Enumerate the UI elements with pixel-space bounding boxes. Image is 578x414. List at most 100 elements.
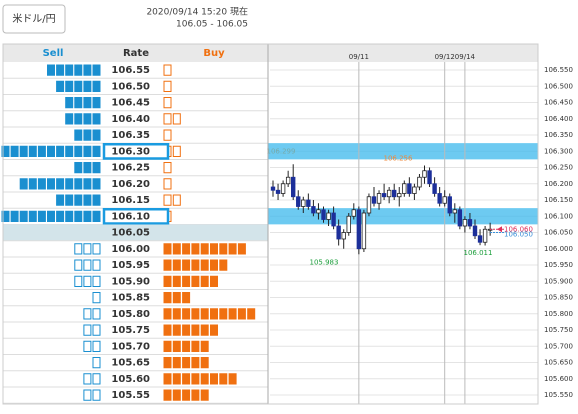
rate: 106.05 — [111, 228, 150, 239]
candle-body — [432, 183, 437, 194]
rate: 105.55 — [111, 390, 150, 401]
buy-box — [163, 275, 172, 287]
buy-bar — [163, 373, 237, 385]
sell-box — [92, 340, 101, 352]
buy-box — [172, 145, 181, 157]
buy-box — [163, 162, 172, 174]
sell-box — [28, 178, 37, 190]
date-label: 09/12 — [435, 53, 455, 61]
buy-box — [191, 259, 200, 271]
buy-box — [163, 113, 172, 125]
sell-bar — [83, 373, 101, 385]
pair-button[interactable] — [2, 4, 66, 34]
buy-box — [163, 97, 172, 109]
buy-box — [191, 340, 200, 352]
buy-box — [172, 113, 181, 125]
sell-box — [47, 210, 55, 222]
sell-box — [92, 162, 101, 174]
candle-body — [397, 193, 402, 198]
buy-box — [172, 292, 181, 304]
sell-box — [74, 80, 83, 92]
price-annotation: 106.011 — [464, 249, 493, 257]
candle-body — [331, 212, 336, 227]
candle-body — [472, 225, 478, 237]
y-tick-label: 106.200 — [544, 180, 573, 188]
y-tick-label: 105.900 — [544, 277, 573, 285]
sell-bar — [1, 145, 101, 157]
header-row — [3, 44, 538, 62]
buy-box — [172, 324, 181, 336]
sell-bar — [74, 243, 101, 255]
y-tick-label: 105.650 — [544, 359, 573, 367]
buy-box — [163, 243, 172, 255]
buy-box — [219, 308, 228, 320]
y-tick-label: 105.600 — [544, 375, 573, 383]
candle-body — [351, 209, 356, 217]
buy-box — [210, 324, 218, 336]
candle-body — [422, 170, 427, 178]
sell-bar — [65, 97, 101, 109]
buy-box — [228, 243, 237, 255]
candle-body — [386, 189, 392, 198]
candle-body — [391, 189, 397, 198]
buy-bar — [163, 178, 172, 190]
y-tick-label: 106.450 — [544, 99, 573, 107]
buy-box — [191, 357, 200, 369]
sell-box — [74, 178, 83, 190]
sell-box — [83, 389, 92, 401]
sell-bar — [83, 340, 101, 352]
buy-box — [219, 259, 228, 271]
sell-box — [92, 97, 101, 109]
timestamp: 2020/09/14 15:20 現在 — [146, 6, 248, 18]
bid-marker — [497, 226, 502, 233]
buy-box — [182, 243, 191, 255]
candle-body — [467, 219, 473, 227]
buy-box — [163, 64, 172, 76]
buy-box — [210, 275, 218, 287]
rate: 105.65 — [111, 358, 150, 369]
sell-box — [65, 113, 74, 125]
candle-body — [442, 196, 447, 204]
y-tick-label: 106.350 — [544, 131, 573, 139]
buy-box — [200, 389, 209, 401]
buy-box — [163, 194, 172, 206]
buy-bar — [163, 340, 209, 352]
candle-body — [306, 199, 311, 207]
rate: 105.70 — [111, 341, 150, 352]
sell-box — [83, 162, 92, 174]
sell-box — [74, 64, 83, 76]
y-tick-label: 106.500 — [544, 82, 573, 90]
candle-body — [452, 209, 457, 214]
sell-box — [56, 145, 65, 157]
buy-bar — [163, 194, 181, 206]
sell-box — [74, 243, 83, 255]
buy-box — [182, 357, 191, 369]
sell-box — [83, 194, 92, 206]
y-tick-label: 106.100 — [544, 212, 573, 220]
sell-box — [47, 178, 55, 190]
sell-bar — [83, 308, 101, 320]
buy-bar — [163, 292, 191, 304]
pair-button-label[interactable]: 米ドル/円 — [12, 12, 55, 25]
buy-bar — [163, 324, 218, 336]
sell-box — [56, 178, 65, 190]
buy-box — [182, 275, 191, 287]
buy-box — [182, 324, 191, 336]
candle-body — [270, 186, 276, 191]
buy-box — [191, 308, 200, 320]
buy-box — [172, 373, 181, 385]
candle-body — [296, 196, 301, 207]
sell-box — [74, 259, 83, 271]
sell-box — [83, 80, 92, 92]
sell-bar — [56, 194, 101, 206]
candle-body — [321, 209, 326, 220]
candle-body — [402, 183, 407, 194]
rate: 105.75 — [111, 325, 150, 336]
buy-bar — [163, 259, 228, 271]
candle-body — [311, 206, 316, 214]
buy-box — [172, 357, 181, 369]
sell-bar — [56, 80, 101, 92]
buy-header: Buy — [203, 48, 225, 59]
rate: 105.90 — [111, 276, 150, 287]
